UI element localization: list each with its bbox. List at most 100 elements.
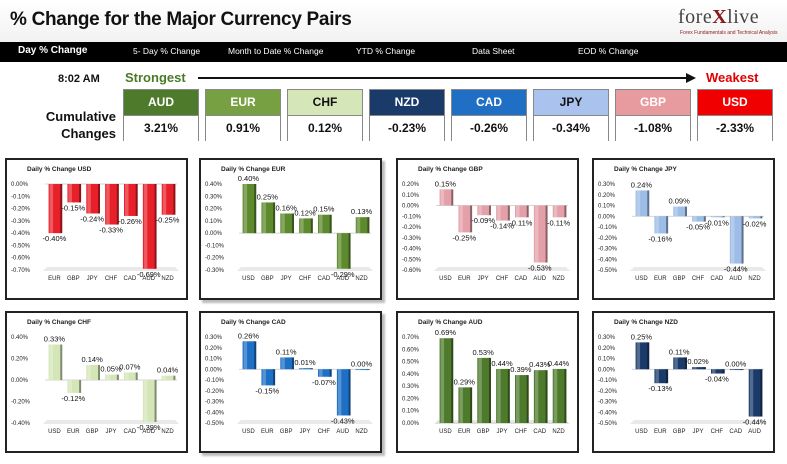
data-label: 0.01%: [294, 358, 316, 367]
nav-bar: Day % Change 5- Day % Change Month to Da…: [0, 42, 787, 62]
bar-eur: [261, 369, 276, 386]
currency-name: CAD: [452, 90, 526, 115]
bar-highlight: [553, 368, 558, 423]
bar-side: [328, 214, 332, 234]
bar-front: [105, 184, 117, 225]
data-label: 0.69%: [435, 328, 457, 337]
bar-front: [161, 375, 174, 380]
bar-aud: [336, 369, 351, 416]
bar-highlight: [749, 369, 754, 417]
weakest-label: Weakest: [706, 70, 759, 85]
bar-cad: [318, 214, 332, 234]
category-label: GBP: [67, 276, 80, 282]
bar-front: [477, 357, 489, 423]
category-label: JPY: [478, 276, 489, 282]
bar-front: [48, 344, 61, 380]
bar-highlight: [243, 184, 248, 234]
y-tick-label: -0.20%: [598, 236, 618, 242]
category-label: GBP: [477, 429, 490, 435]
bar-highlight: [478, 357, 482, 423]
bar-side: [759, 216, 763, 219]
data-label: -0.15%: [61, 203, 85, 212]
category-label: GBP: [673, 429, 686, 435]
bar-highlight: [497, 368, 501, 423]
bar-side: [366, 217, 370, 234]
category-label: GBP: [261, 276, 274, 282]
tab-day-change[interactable]: Day % Change: [18, 45, 88, 56]
y-tick-label: 0.30%: [205, 194, 223, 200]
category-label: AUD: [336, 429, 349, 435]
bar-side: [366, 369, 370, 371]
y-tick-label: 0.20%: [402, 182, 420, 188]
category-label: AUD: [533, 276, 546, 282]
data-label: -0.07%: [312, 378, 336, 387]
logo-tagline: Forex Fundamentals and Technical Analysi…: [680, 30, 778, 36]
data-label: -0.40%: [43, 234, 67, 243]
bar-nzd: [355, 369, 370, 371]
bar-highlight: [262, 202, 266, 234]
bar-front: [161, 184, 174, 215]
category-label: CAD: [124, 276, 137, 282]
chart-title: Daily % Change NZD: [614, 319, 678, 326]
category-label: CHF: [711, 429, 724, 435]
bar-highlight: [337, 233, 342, 269]
bar-front: [439, 189, 452, 206]
chart-title: Daily % Change EUR: [221, 166, 286, 173]
y-tick-label: 0.10%: [598, 357, 616, 363]
bar-eur: [458, 205, 473, 233]
category-label: CAD: [318, 276, 331, 282]
bar-side: [683, 206, 687, 217]
currency-cumulative-value: -0.23%: [370, 115, 444, 141]
bar-highlight: [712, 216, 716, 218]
bar-aud: [142, 380, 157, 422]
bar-gbp: [673, 206, 687, 217]
currency-box-aud: AUD 3.21%: [123, 89, 199, 141]
bar-nzd: [161, 375, 176, 380]
bar-chf: [318, 369, 332, 377]
data-label: -0.04%: [705, 375, 729, 384]
data-label: 0.00%: [725, 359, 747, 368]
y-tick-label: 0.20%: [402, 396, 420, 402]
chart-panel-gbp: Daily % Change GBP 0.20% 0.10% 0.00% -0.10% -…: [396, 158, 579, 300]
bar-highlight: [87, 184, 91, 214]
y-tick-label: -0.30%: [11, 219, 31, 225]
tab-eod-change[interactable]: EOD % Change: [578, 46, 639, 56]
category-label: EUR: [261, 429, 274, 435]
bar-side: [469, 205, 473, 233]
bar-front: [711, 216, 723, 218]
data-label: -0.25%: [156, 216, 180, 225]
bar-gbp: [67, 184, 82, 203]
category-label: CAD: [515, 276, 528, 282]
category-label: JPY: [281, 276, 292, 282]
bar-front: [729, 216, 742, 264]
tab-5-day-change[interactable]: 5- Day % Change: [133, 46, 201, 56]
bar-front: [748, 369, 761, 417]
category-label: USD: [242, 429, 255, 435]
bar-usd: [439, 338, 454, 423]
category-label: NZD: [355, 429, 368, 435]
bar-side: [172, 375, 176, 380]
bar-jpy: [299, 368, 313, 370]
bar-highlight: [516, 375, 520, 423]
bar-front: [142, 184, 155, 269]
bar-chart: Daily % Change USD 0.00% -0.10% -0.20% -0.30…: [11, 166, 180, 282]
category-label: JPY: [692, 429, 703, 435]
data-label: 0.11%: [669, 347, 690, 356]
y-tick-label: 0.30%: [598, 335, 616, 341]
chart-panel-chf: Daily % Change CHF 0.40% 0.20% 0.00% -0.20% -…: [5, 311, 188, 453]
bar-eur: [458, 387, 473, 423]
bar-front: [692, 216, 704, 222]
data-label: 0.26%: [238, 331, 260, 340]
tab-data-sheet[interactable]: Data Sheet: [472, 46, 515, 56]
bar-highlight: [534, 370, 539, 423]
category-label: CHF: [105, 276, 118, 282]
category-label: USD: [635, 429, 648, 435]
forexlive-logo[interactable]: foreXlive Forex Fundamentals and Technic…: [672, 6, 782, 38]
data-label: 0.16%: [276, 203, 298, 212]
bar-front: [552, 205, 565, 218]
tab-month-to-date-change[interactable]: Month to Date % Change: [228, 46, 324, 56]
tab-ytd-change[interactable]: YTD % Change: [356, 46, 416, 56]
bar-front: [48, 184, 61, 234]
bar-highlight: [693, 367, 697, 370]
bar-side: [469, 387, 473, 423]
